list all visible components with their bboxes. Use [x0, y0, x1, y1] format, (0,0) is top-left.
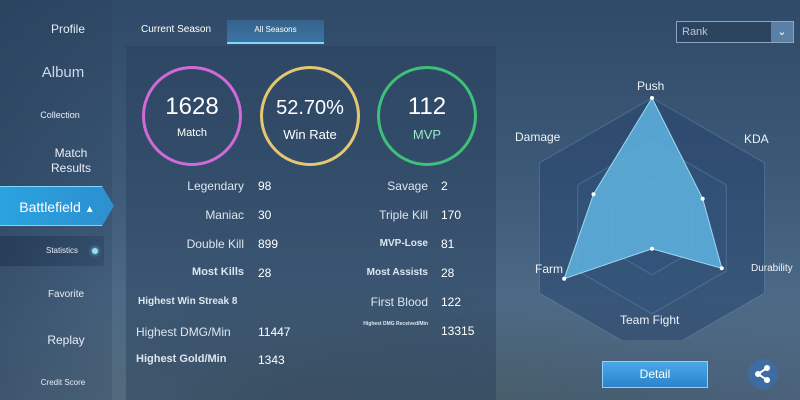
- radar-axis-durability: Durability: [751, 263, 793, 274]
- stat-win-streak: Highest Win Streak 8: [138, 296, 238, 307]
- radar-axis-push: Push: [637, 79, 665, 93]
- radar-point: [591, 192, 596, 197]
- stat-triple-kill-value: 170: [441, 208, 462, 222]
- radar-axis-kda: KDA: [744, 132, 769, 146]
- share-glyph: [755, 365, 770, 383]
- stat-first-blood-value: 122: [441, 295, 462, 309]
- stat-gold-per-min-value: 1343: [258, 353, 285, 367]
- radar-point: [650, 96, 654, 100]
- radar-points: [562, 96, 724, 281]
- stat-dmg-per-min-value: 11447: [258, 325, 291, 339]
- win-rate-label: Win Rate: [283, 127, 337, 142]
- rank-select-value: Rank: [682, 26, 708, 38]
- stat-mvp-lose-label: MVP-Lose: [379, 238, 428, 249]
- active-indicator-icon: [92, 248, 98, 254]
- radar-point: [650, 246, 654, 251]
- tab-all-seasons[interactable]: All Seasons: [227, 20, 324, 44]
- radar-point: [562, 276, 567, 281]
- sidebar: Profile Album Collection Match Results B…: [0, 0, 114, 400]
- stat-maniac-label: Maniac: [205, 208, 244, 222]
- sidebar-item-album[interactable]: Album: [41, 64, 85, 81]
- rank-select[interactable]: Rank ⌄: [676, 21, 794, 43]
- sidebar-item-match-results[interactable]: Match Results: [0, 146, 112, 176]
- stat-most-kills-value: 28: [258, 266, 272, 280]
- sidebar-item-replay[interactable]: Replay: [47, 333, 85, 347]
- stat-mvp-lose-value: 81: [441, 237, 455, 251]
- stat-first-blood-label: First Blood: [370, 295, 428, 309]
- sidebar-item-statistics[interactable]: Statistics: [0, 236, 104, 266]
- stat-triple-kill-label: Triple Kill: [379, 208, 428, 222]
- stat-savage-label: Savage: [387, 179, 428, 193]
- stat-double-kill-value: 899: [258, 237, 279, 251]
- radar-point: [700, 196, 705, 201]
- sidebar-item-profile[interactable]: Profile: [50, 22, 85, 36]
- match-ring: 1628 Match: [142, 66, 242, 166]
- win-rate-ring: 52.70% Win Rate: [260, 66, 360, 166]
- battlefield-label: Battlefield: [19, 199, 81, 215]
- sidebar-item-favorite[interactable]: Favorite: [47, 289, 85, 300]
- radar-axis-damage: Damage: [515, 130, 561, 144]
- stat-double-kill-label: Double Kill: [186, 237, 244, 251]
- match-label: Match: [177, 127, 207, 139]
- stat-most-assists-value: 28: [441, 266, 455, 280]
- stat-maniac-value: 30: [258, 208, 272, 222]
- stat-dmg-received-label: Highest DMG Received/Min: [363, 321, 428, 327]
- chevron-up-icon: ▲: [84, 204, 95, 215]
- win-rate-value: 52.70%: [276, 97, 344, 119]
- radar-axis-team-fight: Team Fight: [620, 313, 680, 327]
- mvp-label: MVP: [412, 127, 442, 142]
- stat-dmg-per-min-label: Highest DMG/Min: [136, 325, 231, 339]
- stat-legendary-label: Legendary: [187, 179, 244, 193]
- radar-chart: [538, 96, 766, 340]
- stat-savage-value: 2: [441, 179, 448, 193]
- sidebar-item-credit-score[interactable]: Credit Score: [40, 378, 86, 387]
- sidebar-item-collection[interactable]: Collection: [40, 110, 80, 120]
- match-results-line1: Match: [54, 146, 88, 160]
- match-count: 1628: [165, 93, 219, 120]
- stat-gold-per-min-label: Highest Gold/Min: [136, 353, 227, 365]
- chevron-down-icon[interactable]: ⌄: [771, 22, 793, 42]
- share-icon[interactable]: [748, 359, 778, 389]
- match-results-line2: Results: [50, 161, 91, 175]
- tab-current-season[interactable]: Current Season: [140, 24, 212, 35]
- sidebar-item-battlefield[interactable]: Battlefield ▲: [0, 186, 114, 226]
- stat-most-kills-label: Most Kills: [192, 266, 244, 278]
- stat-most-assists-label: Most Assists: [366, 267, 428, 278]
- radar-point: [719, 266, 724, 271]
- stat-legendary-value: 98: [258, 179, 272, 193]
- radar-axis-farm: Farm: [535, 262, 563, 276]
- detail-button[interactable]: Detail: [602, 361, 708, 388]
- stat-dmg-received-value: 13315: [441, 324, 475, 338]
- mvp-ring: 112 MVP: [377, 66, 477, 166]
- statistics-label: Statistics: [46, 246, 79, 255]
- mvp-count: 112: [407, 93, 447, 120]
